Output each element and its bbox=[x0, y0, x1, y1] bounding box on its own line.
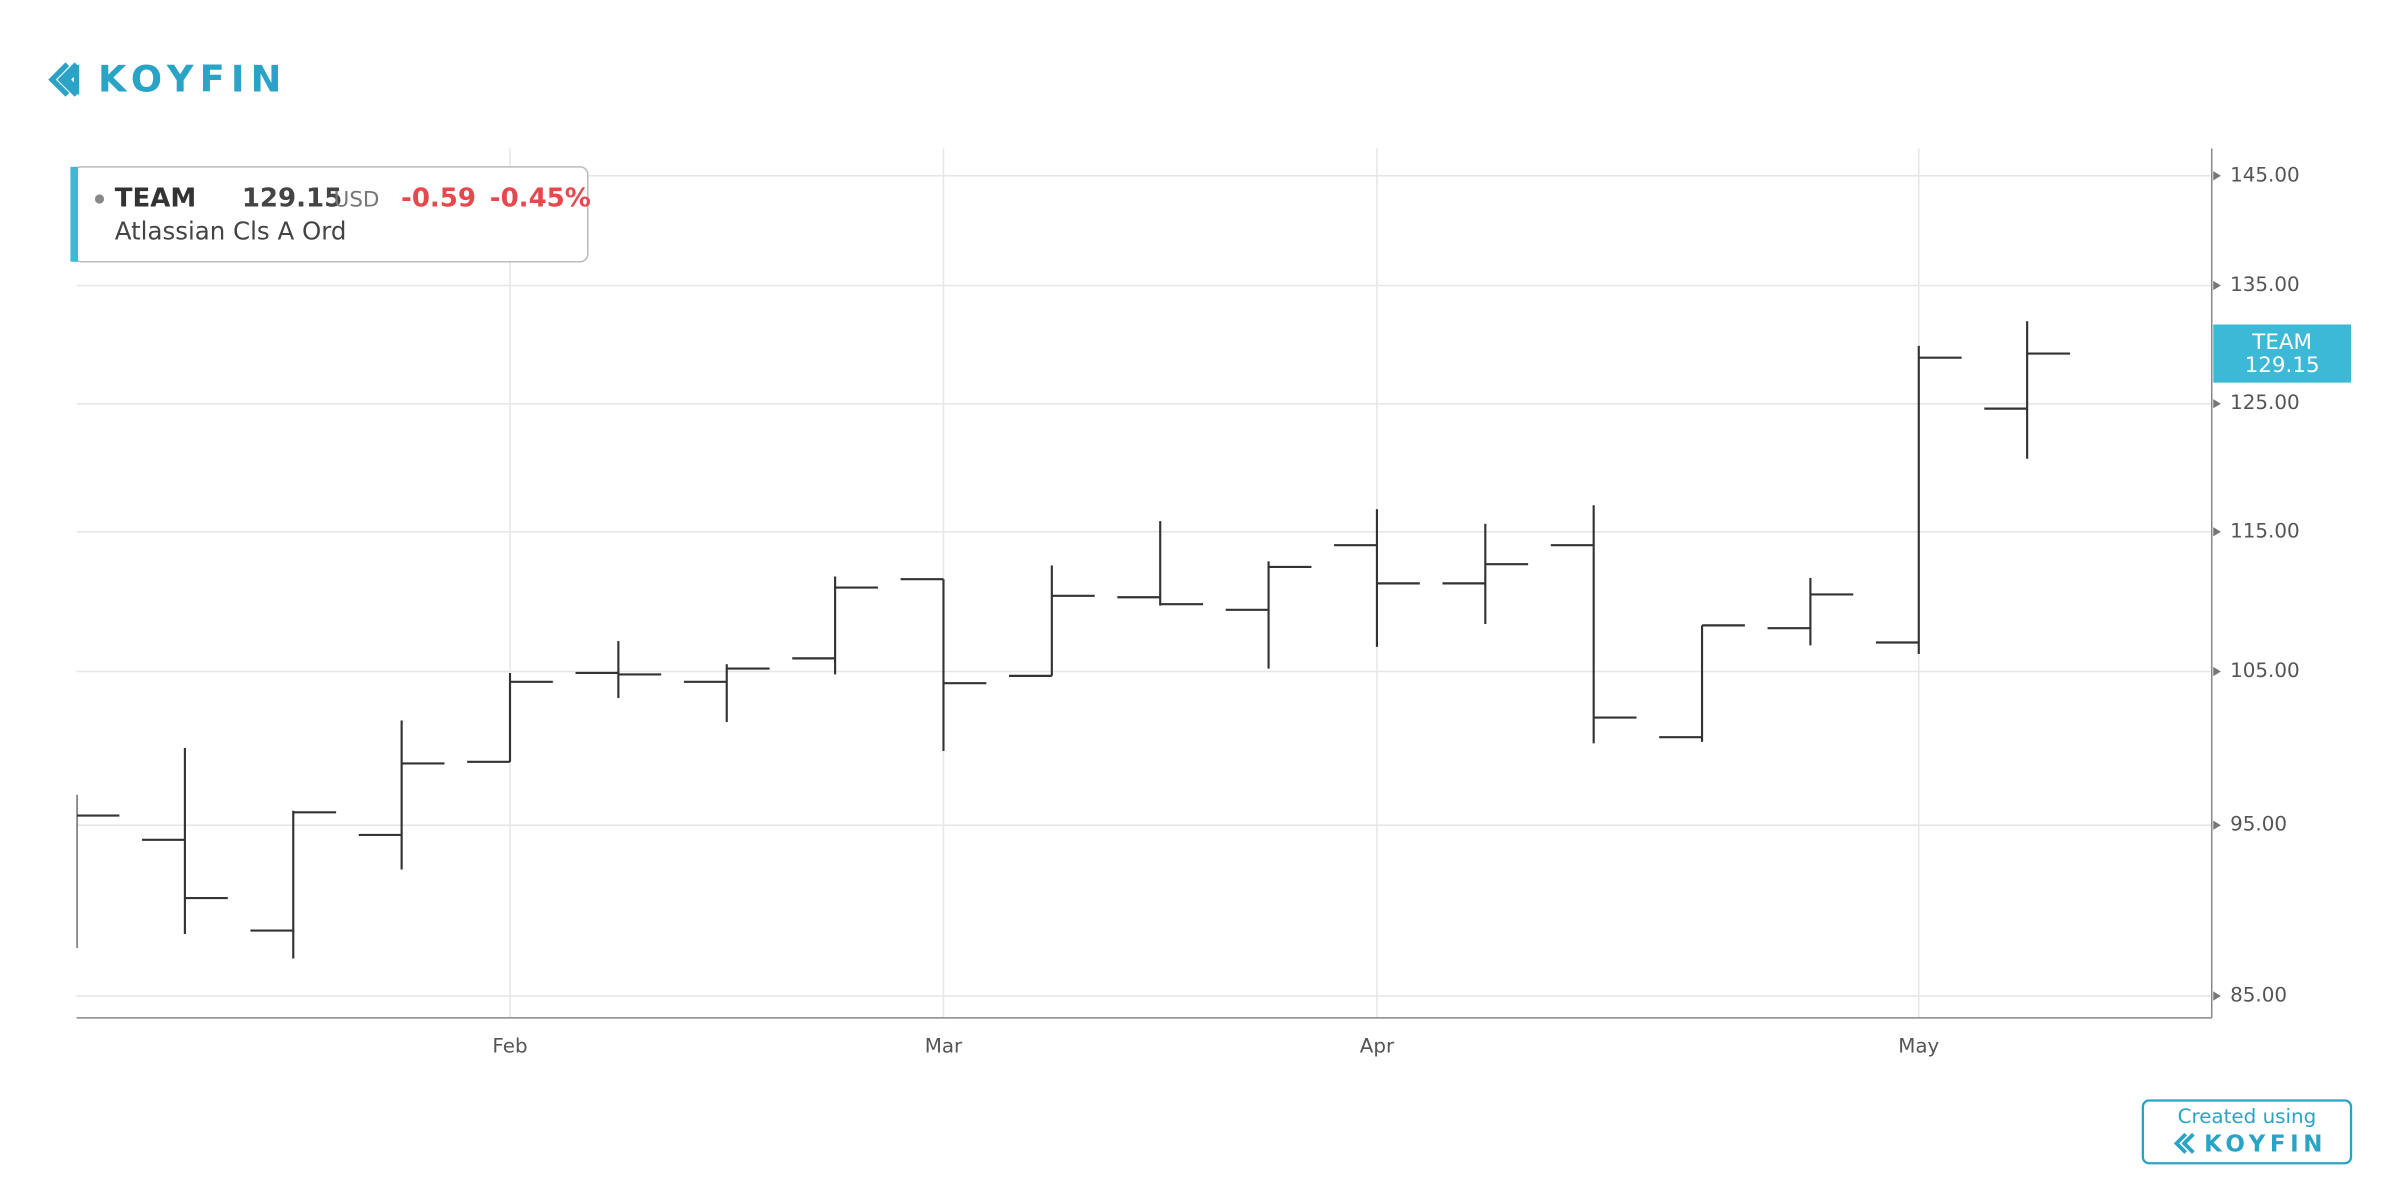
y-tick-label: 95.00 bbox=[2230, 813, 2287, 836]
footer-logo-text: KOYFIN bbox=[2204, 1131, 2327, 1157]
y-tick-mark bbox=[2213, 280, 2221, 291]
footer-box[interactable] bbox=[2141, 1099, 2353, 1165]
y-tick-label: 125.00 bbox=[2230, 391, 2300, 414]
price-tag bbox=[2213, 324, 2352, 383]
y-tick-label: 115.00 bbox=[2230, 519, 2300, 542]
y-tick-mark bbox=[2213, 820, 2221, 830]
y-tick-mark bbox=[2213, 991, 2221, 1001]
logo-icon bbox=[48, 62, 80, 97]
legend-change-pct: -0.45% bbox=[490, 183, 591, 213]
footer-logo-icon bbox=[2173, 1132, 2195, 1154]
price-tag-value: 129.15 bbox=[2245, 353, 2320, 378]
legend-price: 129.15 bbox=[242, 183, 342, 213]
y-tick-mark bbox=[2213, 399, 2221, 409]
y-tick-label: 145.00 bbox=[2230, 163, 2300, 186]
footer-text: Created using bbox=[2178, 1105, 2317, 1128]
legend-subtitle: Atlassian Cls A Ord bbox=[115, 217, 347, 246]
footer-badge[interactable]: Created using KOYFIN bbox=[2141, 1099, 2353, 1165]
x-tick-label: Mar bbox=[925, 1034, 963, 1057]
y-tick-mark bbox=[2213, 171, 2221, 181]
x-tick-label: Apr bbox=[1360, 1034, 1395, 1057]
legend-ticker: TEAM bbox=[115, 183, 197, 213]
y-tick-mark bbox=[2213, 666, 2221, 677]
x-tick-label: May bbox=[1898, 1034, 1939, 1057]
legend-accent bbox=[70, 166, 79, 262]
logo-text: KOYFIN bbox=[98, 58, 288, 101]
y-tick-label: 105.00 bbox=[2230, 659, 2300, 682]
plot bbox=[76, 148, 2212, 1018]
legend: TEAM 129.15 USD -0.59 -0.45% Atlassian C… bbox=[70, 166, 591, 263]
price-tag-ticker: TEAM bbox=[2251, 330, 2312, 355]
x-tick-label: Feb bbox=[492, 1034, 527, 1057]
legend-change: -0.59 bbox=[401, 183, 476, 213]
legend-dot bbox=[94, 194, 105, 204]
legend-box bbox=[72, 166, 589, 263]
legend-currency: USD bbox=[334, 188, 380, 213]
logo: KOYFIN bbox=[48, 58, 288, 101]
y-tick-mark bbox=[2213, 527, 2221, 537]
y-tick-label: 135.00 bbox=[2230, 273, 2300, 296]
y-tick-label: 85.00 bbox=[2230, 984, 2287, 1007]
